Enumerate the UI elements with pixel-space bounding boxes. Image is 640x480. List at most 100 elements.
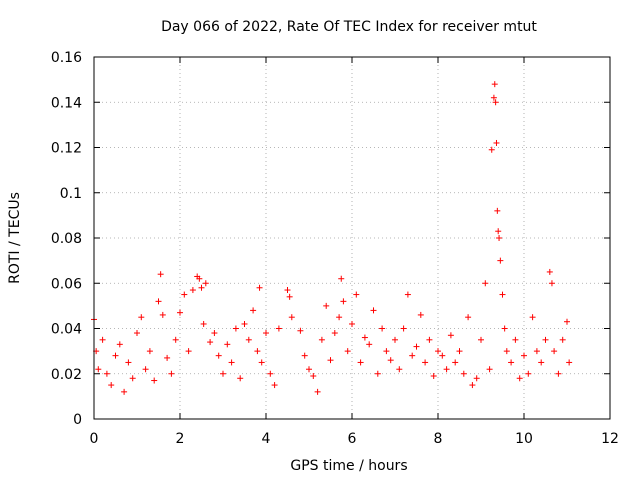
data-point: [185, 348, 192, 355]
data-point: [422, 359, 429, 366]
data-point: [374, 370, 381, 377]
data-point: [548, 280, 555, 287]
data-point: [400, 325, 407, 332]
data-point: [370, 307, 377, 314]
x-tick-label: 12: [601, 431, 619, 447]
data-point: [361, 334, 368, 341]
data-point: [387, 357, 394, 364]
data-point: [357, 359, 364, 366]
x-tick-label: 2: [176, 431, 185, 447]
data-point: [486, 366, 493, 373]
data-point: [189, 287, 196, 294]
data-point: [366, 341, 373, 348]
data-point: [151, 377, 158, 384]
data-point: [164, 354, 171, 361]
data-point: [379, 325, 386, 332]
data-point: [460, 370, 467, 377]
data-point: [254, 348, 261, 355]
axis-ticks: [93, 56, 611, 420]
x-tick-labels: 0 2 4 6 8 10 12: [90, 431, 619, 447]
data-point: [499, 291, 506, 298]
data-point: [129, 375, 136, 382]
data-point: [564, 318, 570, 325]
data-point: [336, 314, 343, 321]
data-point: [200, 320, 207, 327]
data-point: [125, 359, 132, 366]
data-point: [159, 311, 166, 318]
data-point: [103, 370, 110, 377]
data-point: [237, 375, 244, 382]
data-point: [456, 348, 463, 355]
y-tick-label: 0.1: [60, 186, 82, 202]
data-point: [99, 336, 106, 343]
data-point: [301, 352, 308, 359]
data-point: [284, 287, 291, 294]
data-point: [331, 330, 338, 337]
y-tick-label: 0.16: [51, 50, 82, 66]
data-point: [310, 373, 317, 380]
data-point: [488, 146, 495, 153]
data-point: [409, 352, 416, 359]
y-tick-label: 0.12: [51, 141, 82, 157]
data-point: [256, 284, 263, 291]
data-point: [469, 382, 476, 389]
data-point: [198, 284, 205, 291]
data-point: [501, 325, 508, 332]
data-point: [177, 309, 183, 316]
data-point: [452, 359, 459, 366]
data-point: [267, 370, 274, 377]
data-point: [157, 271, 164, 278]
y-tick-label: 0.14: [51, 95, 82, 111]
data-point: [134, 330, 140, 337]
y-tick-label: 0: [73, 412, 82, 428]
x-tick-label: 0: [90, 431, 99, 447]
data-point: [404, 291, 411, 298]
data-point: [207, 339, 214, 346]
data-point: [493, 139, 500, 146]
data-point: [211, 330, 218, 337]
data-point: [275, 325, 282, 332]
data-point: [95, 366, 102, 373]
x-tick-label: 4: [262, 431, 271, 447]
data-point: [383, 348, 390, 355]
data-point: [172, 336, 179, 343]
data-point: [323, 302, 330, 309]
data-point: [108, 382, 115, 389]
data-point: [538, 359, 545, 366]
data-point: [250, 307, 257, 314]
data-point: [306, 366, 312, 373]
data-point: [288, 314, 295, 321]
data-point: [112, 352, 119, 359]
data-point: [492, 99, 499, 106]
y-axis-label: ROTI / TECUs: [7, 192, 23, 284]
data-point: [241, 320, 248, 327]
data-point: [443, 366, 450, 373]
data-point: [271, 382, 278, 389]
data-point: [202, 280, 209, 287]
data-point: [529, 314, 536, 321]
y-tick-labels: 0 0.02 0.04 0.06 0.08 0.1 0.12 0.14 0.16: [51, 50, 82, 428]
data-point: [491, 81, 498, 88]
data-point: [146, 348, 153, 355]
data-point: [555, 370, 562, 377]
chart-title: Day 066 of 2022, Rate Of TEC Index for r…: [161, 19, 537, 35]
data-point: [116, 341, 123, 348]
data-point: [314, 388, 321, 395]
data-point: [413, 343, 420, 350]
data-point: [503, 348, 510, 355]
data-point: [396, 366, 403, 373]
data-point: [215, 352, 222, 359]
data-point: [286, 293, 293, 300]
data-point: [490, 94, 497, 101]
data-point: [473, 375, 480, 382]
data-point: [196, 275, 203, 282]
data-point: [497, 257, 504, 264]
data-point: [224, 341, 231, 348]
data-point: [392, 336, 398, 343]
x-tick-label: 8: [434, 431, 443, 447]
data-point: [220, 370, 226, 377]
data-point: [521, 352, 527, 359]
y-tick-label: 0.04: [51, 322, 82, 338]
data-point: [482, 280, 489, 287]
